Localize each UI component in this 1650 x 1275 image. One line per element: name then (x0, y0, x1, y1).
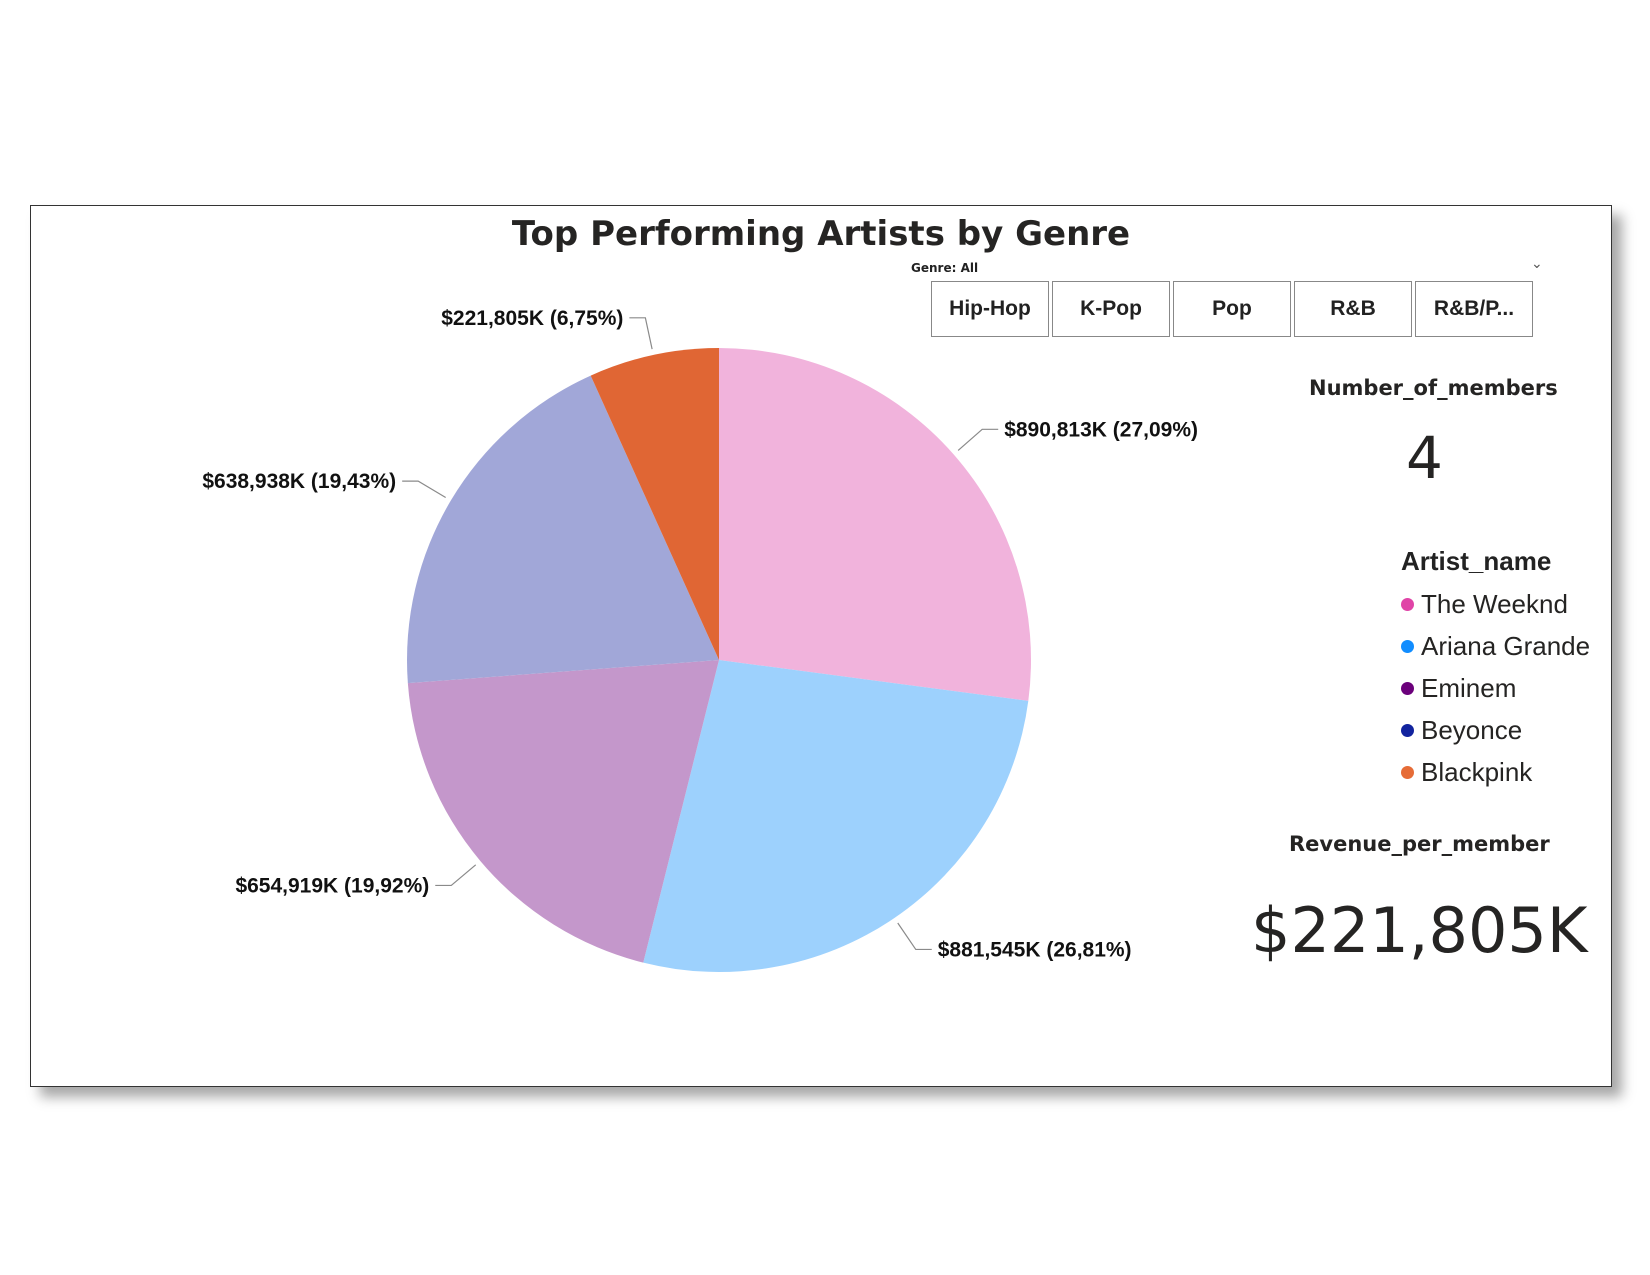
chevron-down-icon[interactable]: ⌄ (1531, 256, 1543, 272)
report-frame: Top Performing Artists by Genre Genre: A… (30, 205, 1612, 1087)
legend-item[interactable]: Eminem (1401, 667, 1590, 709)
members-card-value: 4 (1406, 424, 1443, 492)
legend-dot-icon (1401, 681, 1414, 695)
legend: Artist_name The Weeknd Ariana Grande Emi… (1401, 546, 1590, 793)
pie-slice[interactable] (643, 660, 1029, 972)
slice-data-label: $638,938K (19,43%) (202, 470, 396, 493)
slice-data-label: $654,919K (19,92%) (235, 874, 429, 897)
leader-line (629, 317, 653, 350)
members-card-label: Number_of_members (1309, 376, 1558, 400)
genre-option-hip-hop[interactable]: Hip-Hop (931, 281, 1049, 337)
legend-label: Beyonce (1421, 714, 1523, 745)
leader-line (402, 480, 446, 498)
legend-label: Eminem (1421, 672, 1517, 703)
legend-label: Blackpink (1421, 756, 1533, 787)
slice-data-label: $881,545K (26,81%) (938, 938, 1132, 961)
chart-title: Top Performing Artists by Genre (511, 214, 1131, 254)
legend-item[interactable]: Blackpink (1401, 751, 1590, 793)
leader-line (897, 922, 932, 951)
revenue-card-value: $221,805K (1251, 894, 1588, 967)
genre-option-k-pop[interactable]: K-Pop (1052, 281, 1170, 337)
pie-slice[interactable] (590, 348, 719, 660)
legend-dot-icon (1401, 723, 1414, 737)
genre-option-rnb-pop[interactable]: R&B/P... (1415, 281, 1533, 337)
legend-label: The Weeknd (1421, 588, 1568, 619)
leader-line (957, 428, 999, 451)
legend-dot-icon (1401, 639, 1414, 653)
pie-slice[interactable] (719, 348, 1031, 701)
revenue-card-label: Revenue_per_member (1289, 832, 1550, 856)
genre-slicer-header: Genre: All (911, 261, 979, 275)
genre-slicer: Hip-Hop K-Pop Pop R&B R&B/P... (931, 281, 1533, 337)
legend-item[interactable]: Beyonce (1401, 709, 1590, 751)
slice-data-label: $221,805K (6,75%) (441, 307, 623, 330)
genre-option-rnb[interactable]: R&B (1294, 281, 1412, 337)
pie-slice[interactable] (407, 660, 719, 963)
legend-item[interactable]: The Weeknd (1401, 583, 1590, 625)
legend-dot-icon (1401, 597, 1414, 611)
leader-line (435, 864, 477, 887)
genre-option-pop[interactable]: Pop (1173, 281, 1291, 337)
legend-title: Artist_name (1401, 546, 1552, 576)
pie-chart: $890,813K (27,09%) $881,545K (26,81%) $654… (202, 307, 1198, 972)
slice-data-label: $890,813K (27,09%) (1004, 418, 1198, 441)
legend-dot-icon (1401, 765, 1414, 779)
pie-slice[interactable] (407, 375, 719, 684)
legend-item[interactable]: Ariana Grande (1401, 625, 1590, 667)
legend-label: Ariana Grande (1421, 630, 1591, 661)
